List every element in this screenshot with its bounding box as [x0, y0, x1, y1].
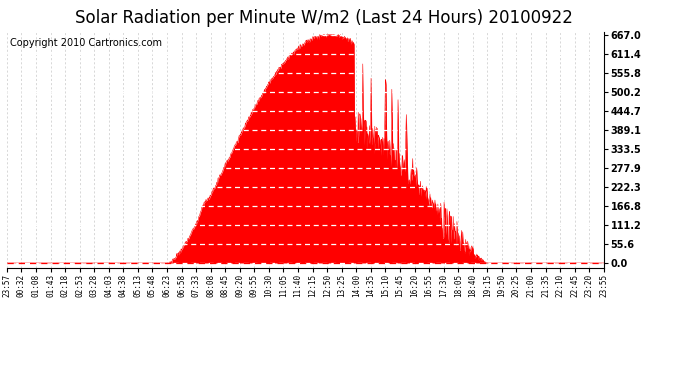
Text: Solar Radiation per Minute W/m2 (Last 24 Hours) 20100922: Solar Radiation per Minute W/m2 (Last 24…: [75, 9, 573, 27]
Text: Copyright 2010 Cartronics.com: Copyright 2010 Cartronics.com: [10, 38, 162, 48]
